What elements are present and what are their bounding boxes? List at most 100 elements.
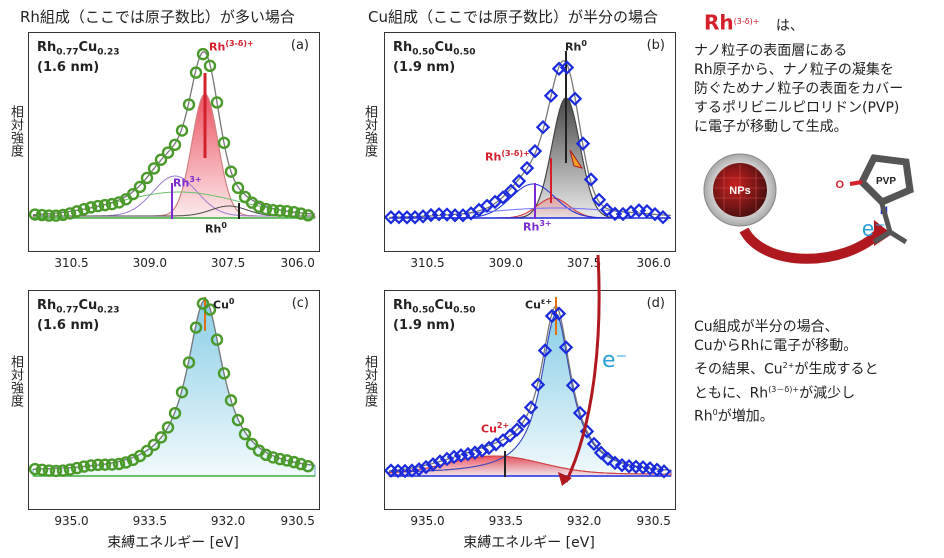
nps-label: NPs: [729, 185, 750, 197]
data-point: [168, 406, 182, 420]
tick-label: 310.5: [54, 256, 89, 270]
data-point: [203, 59, 217, 73]
data-point: [196, 47, 210, 61]
data-point: [502, 428, 518, 443]
data-point: [591, 192, 607, 207]
data-point: [147, 438, 161, 452]
data-point: [133, 180, 147, 194]
data-point: [49, 209, 63, 222]
tick-label: 309.0: [132, 256, 167, 270]
data-point: [77, 460, 91, 473]
panel-c: Rh0.77Cu0.23 (1.6 nm) (c) Cu0: [28, 290, 320, 510]
tick-label: 932.0: [566, 514, 602, 528]
data-point: [175, 124, 189, 137]
data-point: [519, 160, 535, 176]
data-point: [583, 172, 599, 187]
data-point: [140, 444, 154, 458]
data-point: [70, 461, 84, 475]
component-fill-0: [32, 93, 316, 219]
panel-b-plot: [385, 51, 672, 225]
data-point: [495, 190, 511, 205]
envelope-line: [389, 60, 672, 219]
mid-electron-label: e⁻: [602, 348, 628, 373]
composition-c: Rh0.77Cu0.23 (1.6 nm): [37, 298, 120, 333]
data-point: [503, 183, 519, 199]
composition-a: Rh0.77Cu0.23 (1.6 nm): [37, 40, 120, 75]
data-point: [294, 207, 308, 220]
data-point: [537, 343, 553, 358]
data-point: [535, 120, 551, 135]
data-point: [273, 452, 287, 466]
tick-label: 930.5: [636, 514, 671, 528]
header-left: Rh組成（ここでは原子数比）が多い場合: [20, 8, 295, 26]
data-point: [35, 463, 49, 476]
data-point: [224, 394, 238, 407]
data-point: [575, 136, 591, 151]
label-rh0-a: Rh0: [205, 221, 227, 236]
right-desc-1: ナノ粒子の表面層にある Rh原子から、ナノ粒子の凝集を 防ぐためナノ粒子の表面を…: [694, 43, 904, 135]
data-point: [203, 303, 217, 316]
data-point: [273, 204, 287, 217]
data-point: [287, 205, 301, 219]
data-point: [84, 459, 98, 472]
tick-label: 933.5: [132, 514, 167, 528]
label-rh-3d-b: Rh(3-δ)+: [485, 149, 530, 164]
data-point: [189, 321, 203, 334]
component-fill-0: [388, 313, 672, 477]
label-cu2-d: Cu2+: [481, 421, 510, 436]
panel-tag-c: (c): [291, 296, 309, 311]
data-point: [105, 458, 119, 471]
label-rh-3d-a: Rh(3-δ)+: [209, 39, 254, 54]
data-point: [77, 203, 91, 216]
data-point: [154, 431, 168, 444]
panel-tag-d: (d): [646, 296, 665, 311]
data-point: [168, 138, 182, 151]
panel-tag-b: (b): [646, 38, 665, 53]
tick-label: 935.0: [410, 514, 445, 528]
data-point: [439, 207, 455, 222]
electron-label: e⁻: [862, 216, 886, 241]
data-point: [70, 205, 84, 218]
data-point: [266, 203, 280, 217]
label-rh3-b: Rh3+: [523, 219, 552, 234]
tick-label: 930.5: [280, 514, 315, 528]
tick-label: 306.0: [280, 256, 315, 270]
tick-label: 310.5: [410, 256, 445, 270]
right-desc-2: Cu組成が半分の場合、 CuからRhに電子が移動。 その結果、Cu2+が生成する…: [694, 319, 879, 425]
data-point: [98, 458, 112, 471]
data-point: [391, 209, 407, 225]
label-rh3-a: Rh3+: [173, 175, 202, 190]
data-point: [287, 455, 301, 469]
xlabel-left: 束縛エネルギー [eV]: [107, 535, 239, 551]
data-point: [42, 464, 56, 477]
data-point: [447, 208, 463, 223]
data-point: [112, 457, 126, 471]
data-point: [399, 210, 415, 225]
data-point: [259, 202, 273, 216]
data-point: [252, 200, 266, 213]
data-point: [266, 451, 280, 464]
data-point: [656, 464, 672, 479]
data-point: [530, 377, 546, 392]
data-point: [189, 66, 203, 79]
tick-label: 935.0: [54, 514, 89, 528]
data-point: [196, 297, 210, 310]
label-cu0-c: Cu0: [213, 297, 235, 312]
label-rh0-b: Rh0: [565, 39, 587, 54]
label-cue-d: Cuε+: [525, 297, 553, 312]
data-point: [91, 199, 105, 213]
data-point: [301, 209, 315, 222]
right-title: Rh(3-δ)+ は、: [704, 10, 804, 35]
data-point: [29, 462, 42, 476]
panel-a: Rh0.77Cu0.23 (1.6 nm) (a) Rh(3-δ)+ Rh3+ …: [28, 32, 320, 252]
data-point: [140, 171, 154, 185]
data-point: [385, 210, 399, 225]
data-point: [607, 206, 623, 222]
tick-label: 307.5: [210, 256, 246, 270]
ylabel-c: 相対強度: [8, 355, 23, 407]
data-point: [511, 173, 527, 189]
tick-label: 307.5: [566, 256, 602, 270]
data-point: [217, 367, 231, 380]
data-point: [91, 458, 105, 472]
tick-label: 309.0: [488, 256, 523, 270]
